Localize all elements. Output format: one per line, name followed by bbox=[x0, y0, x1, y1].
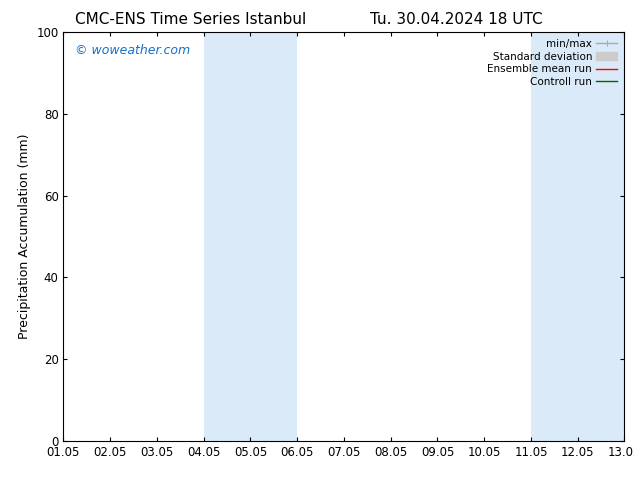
Legend: min/max, Standard deviation, Ensemble mean run, Controll run: min/max, Standard deviation, Ensemble me… bbox=[486, 37, 619, 89]
Text: Tu. 30.04.2024 18 UTC: Tu. 30.04.2024 18 UTC bbox=[370, 12, 543, 27]
Text: CMC-ENS Time Series Istanbul: CMC-ENS Time Series Istanbul bbox=[75, 12, 306, 27]
Y-axis label: Precipitation Accumulation (mm): Precipitation Accumulation (mm) bbox=[18, 134, 30, 339]
Text: © woweather.com: © woweather.com bbox=[75, 44, 190, 57]
Bar bbox=[531, 32, 624, 441]
Bar bbox=[204, 32, 297, 441]
